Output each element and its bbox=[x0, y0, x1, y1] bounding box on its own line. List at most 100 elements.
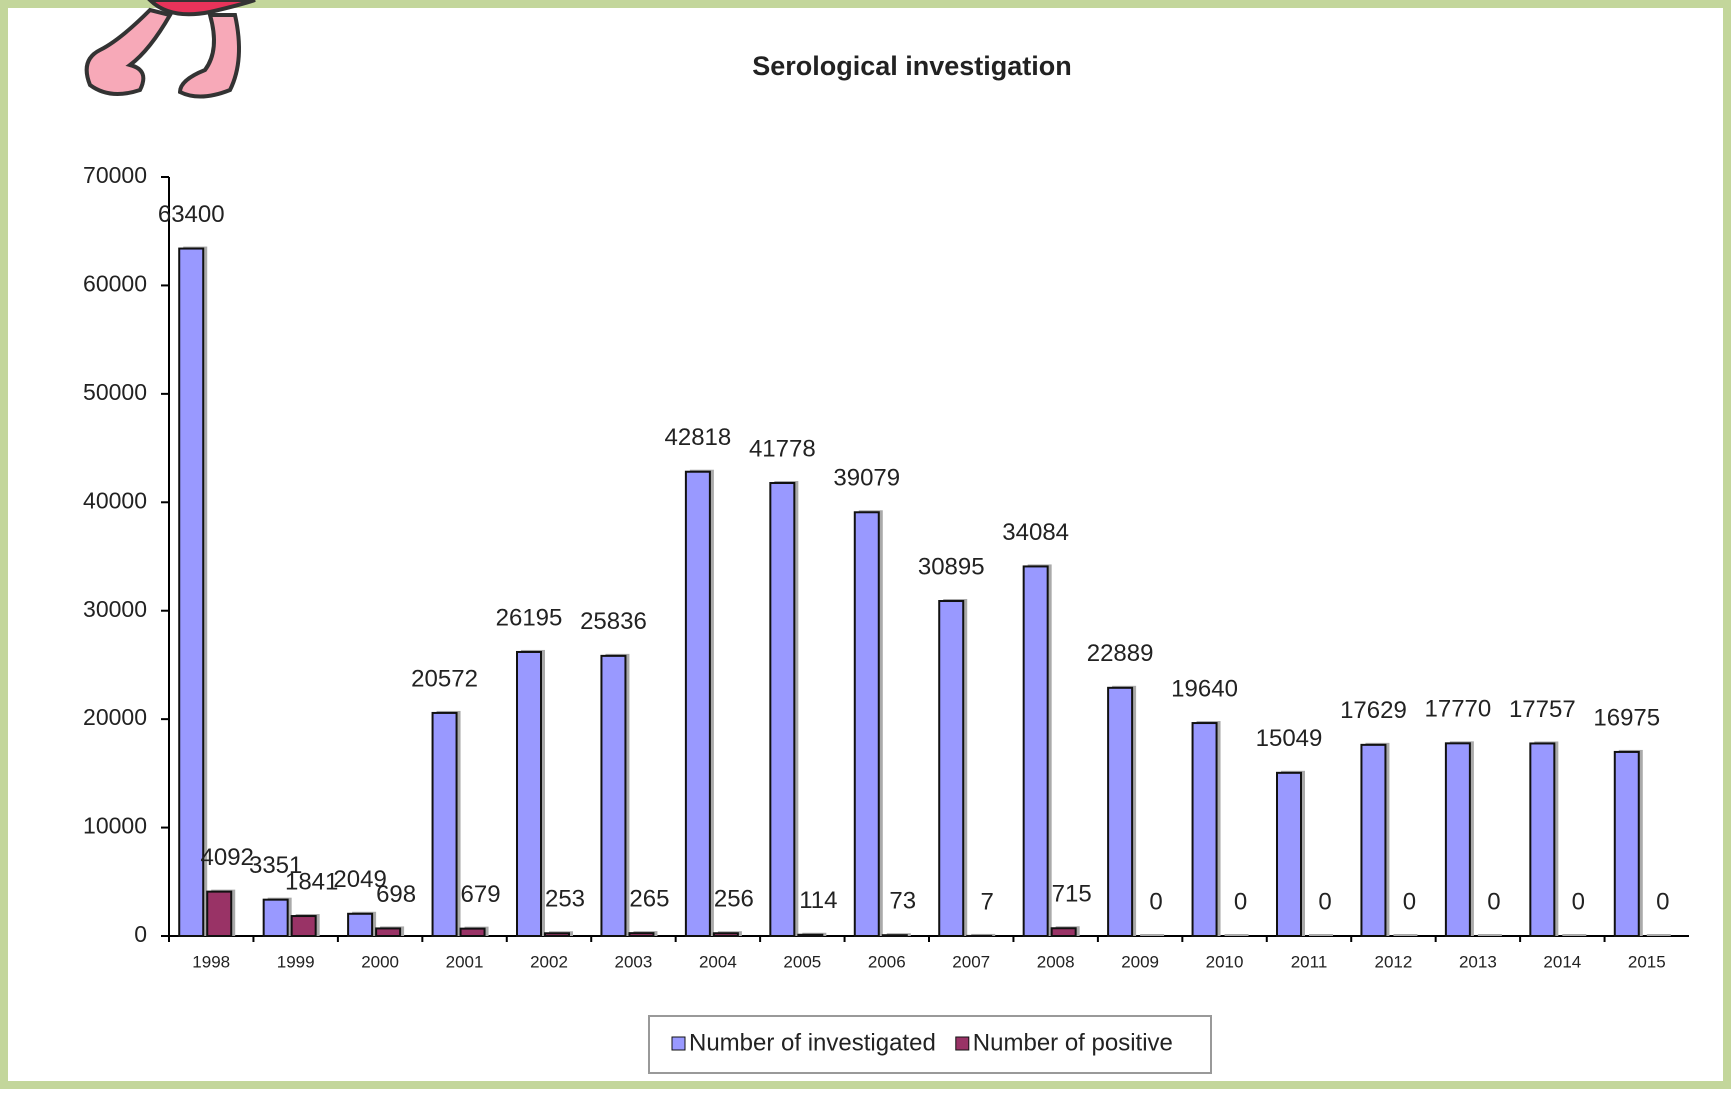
bar bbox=[1530, 743, 1554, 936]
x-tick-label: 2005 bbox=[783, 952, 821, 971]
bar bbox=[433, 713, 457, 936]
value-label: 20572 bbox=[411, 665, 478, 692]
x-tick-label: 2013 bbox=[1459, 952, 1497, 971]
value-label: 41778 bbox=[749, 435, 816, 462]
bar bbox=[1277, 773, 1301, 936]
bar bbox=[1361, 745, 1385, 936]
legend-swatch bbox=[956, 1037, 969, 1050]
bar bbox=[601, 656, 625, 936]
bar bbox=[883, 935, 907, 936]
bar bbox=[264, 900, 288, 936]
value-label: 114 bbox=[799, 887, 837, 914]
x-tick-label: 1999 bbox=[277, 952, 315, 971]
value-label: 19640 bbox=[1171, 675, 1238, 702]
value-label: 22889 bbox=[1087, 640, 1154, 667]
x-tick-label: 2001 bbox=[446, 952, 484, 971]
bar bbox=[770, 483, 794, 936]
value-label: 17770 bbox=[1425, 696, 1492, 723]
value-label: 16975 bbox=[1593, 704, 1660, 731]
y-tick-label: 40000 bbox=[83, 487, 147, 513]
bar bbox=[686, 472, 710, 936]
x-tick-label: 2010 bbox=[1206, 952, 1244, 971]
value-label: 0 bbox=[1487, 888, 1500, 915]
value-label: 0 bbox=[1318, 888, 1331, 915]
x-tick-label: 2000 bbox=[361, 952, 399, 971]
value-label: 0 bbox=[1403, 888, 1416, 915]
legend-label: Number of investigated bbox=[689, 1029, 936, 1056]
value-label: 7 bbox=[981, 888, 994, 915]
x-tick-label: 1998 bbox=[192, 952, 230, 971]
value-label: 1841 bbox=[285, 868, 338, 895]
value-label: 34084 bbox=[1002, 519, 1069, 546]
bar bbox=[714, 933, 738, 936]
value-label: 4092 bbox=[201, 844, 254, 871]
y-tick-label: 0 bbox=[134, 921, 147, 947]
y-tick-label: 30000 bbox=[83, 596, 147, 622]
bar bbox=[629, 933, 653, 936]
value-label: 42818 bbox=[665, 424, 732, 451]
bar bbox=[1193, 723, 1217, 936]
bar-shadow bbox=[1309, 934, 1333, 936]
value-label: 253 bbox=[545, 886, 585, 913]
bar bbox=[348, 914, 372, 936]
bar bbox=[292, 916, 316, 936]
bar bbox=[179, 249, 203, 936]
bar bbox=[517, 652, 541, 936]
bar bbox=[798, 935, 822, 936]
value-label: 679 bbox=[461, 881, 501, 908]
y-tick-label: 70000 bbox=[83, 162, 147, 188]
value-label: 0 bbox=[1656, 888, 1669, 915]
bar bbox=[207, 892, 231, 936]
value-label: 73 bbox=[889, 888, 916, 915]
value-label: 15049 bbox=[1256, 725, 1323, 752]
x-tick-label: 2014 bbox=[1543, 952, 1581, 971]
value-label: 0 bbox=[1234, 888, 1247, 915]
value-label: 265 bbox=[629, 885, 669, 912]
y-tick-label: 50000 bbox=[83, 379, 147, 405]
bar-shadow bbox=[1562, 934, 1586, 936]
bar bbox=[376, 928, 400, 936]
bar-shadow bbox=[1140, 934, 1164, 936]
x-tick-label: 2003 bbox=[615, 952, 653, 971]
y-tick-label: 10000 bbox=[83, 813, 147, 839]
bar bbox=[1615, 752, 1639, 936]
bar bbox=[1052, 928, 1076, 936]
x-tick-label: 2007 bbox=[952, 952, 990, 971]
bar bbox=[1108, 688, 1132, 936]
x-tick-label: 2011 bbox=[1291, 952, 1328, 971]
x-tick-label: 2012 bbox=[1375, 952, 1413, 971]
bar bbox=[545, 933, 569, 936]
value-label: 0 bbox=[1149, 888, 1162, 915]
value-label: 715 bbox=[1052, 881, 1092, 908]
legend-swatch bbox=[672, 1037, 685, 1050]
bar-shadow bbox=[1225, 934, 1249, 936]
value-label: 63400 bbox=[158, 201, 225, 228]
value-label: 256 bbox=[714, 886, 754, 913]
bar bbox=[939, 601, 963, 936]
value-label: 25836 bbox=[580, 608, 647, 635]
chart-title: Serological investigation bbox=[752, 51, 1072, 81]
bar bbox=[1024, 566, 1048, 936]
bar bbox=[461, 929, 485, 936]
y-tick-label: 20000 bbox=[83, 704, 147, 730]
value-label: 30895 bbox=[918, 553, 985, 580]
x-tick-label: 2015 bbox=[1628, 952, 1666, 971]
x-tick-label: 2009 bbox=[1121, 952, 1159, 971]
bar bbox=[855, 512, 879, 936]
x-tick-label: 2008 bbox=[1037, 952, 1075, 971]
value-label: 17757 bbox=[1509, 696, 1576, 723]
x-tick-label: 2002 bbox=[530, 952, 568, 971]
value-label: 39079 bbox=[833, 465, 900, 492]
value-label: 26195 bbox=[496, 604, 563, 631]
bar-shadow bbox=[1393, 934, 1417, 936]
bar bbox=[1446, 743, 1470, 936]
y-tick-label: 60000 bbox=[83, 271, 147, 297]
value-label: 17629 bbox=[1340, 697, 1407, 724]
x-tick-label: 2004 bbox=[699, 952, 737, 971]
x-tick-label: 2006 bbox=[868, 952, 906, 971]
legend-label: Number of positive bbox=[973, 1029, 1173, 1056]
value-label: 0 bbox=[1572, 888, 1585, 915]
value-label: 698 bbox=[376, 881, 416, 908]
bar-shadow bbox=[1478, 934, 1502, 936]
